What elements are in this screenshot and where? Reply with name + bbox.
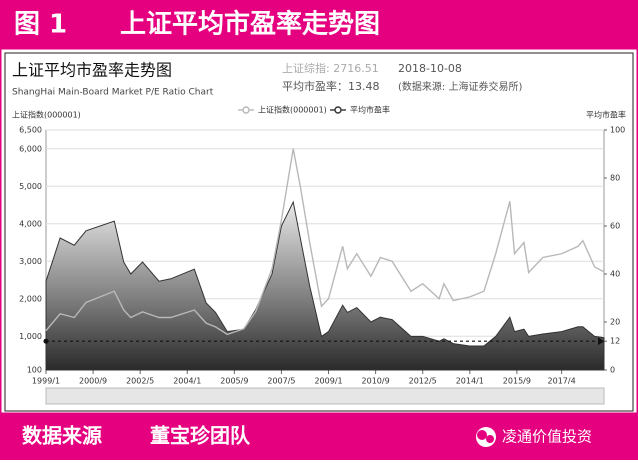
wechat-icon-part	[486, 435, 494, 443]
y-tick-label: 6,500	[19, 126, 42, 135]
x-tick-label: 2000/9	[79, 377, 107, 386]
x-tick-label: 2005/9	[220, 377, 248, 386]
footer-team: 董宝珍团队	[150, 424, 251, 448]
info-pe: 平均市盈率：13.48	[282, 79, 380, 93]
x-tick-label: 2012/5	[409, 377, 437, 386]
x-tick-label: 2002/5	[126, 377, 154, 386]
legend-label: 平均市盈率	[350, 105, 390, 115]
y2-tick-label: 100	[610, 126, 625, 135]
y-tick-label: 4,000	[19, 219, 42, 228]
y2-tick-label: 60	[610, 222, 620, 231]
header-bar	[0, 0, 638, 48]
header-label: 图 1	[14, 10, 67, 40]
x-tick-label: 2010/9	[362, 377, 390, 386]
y2-tick-label: 0	[610, 366, 615, 375]
chart-subtitle: ShangHai Main-Board Market P/E Ratio Cha…	[12, 88, 214, 98]
chart-title: 上证平均市盈率走势图	[12, 61, 172, 80]
navigator	[45, 387, 605, 405]
header-title: 上证平均市盈率走势图	[120, 9, 380, 40]
footer-account: 凌通价值投资	[502, 428, 592, 446]
x-tick-label: 2009/1	[314, 377, 342, 386]
reference-dot	[43, 338, 49, 344]
reference-arrow	[598, 337, 604, 346]
y-tick-label: 3,000	[19, 257, 42, 266]
legend-marker	[334, 106, 342, 114]
y2-tick-label: 80	[610, 174, 620, 183]
legend-marker	[242, 106, 250, 114]
y2-tick-label: 12	[610, 337, 620, 346]
legend-label: 上证指数(000001)	[258, 105, 327, 115]
info-date: 2018-10-08	[398, 62, 462, 75]
y-tick-label: 100	[27, 366, 42, 375]
y-tick-label: 1,000	[19, 332, 42, 341]
x-tick-label: 2017/4	[548, 377, 576, 386]
y-tick-label: 5,000	[19, 182, 42, 191]
x-tick-label: 2007/5	[267, 377, 295, 386]
x-tick-label: 2014/1	[456, 377, 484, 386]
index-line	[45, 148, 605, 336]
info-index: 上证综指: 2716.51	[282, 61, 379, 75]
y2-tick-label: 20	[610, 318, 620, 327]
y2-axis-label: 平均市盈率	[586, 110, 626, 120]
wechat-icon-part	[477, 430, 487, 440]
pe-area	[45, 200, 605, 371]
y-tick-label: 6,000	[19, 144, 42, 153]
footer-bar	[0, 414, 638, 460]
x-tick-label: 2015/9	[503, 377, 531, 386]
footer-source: 数据来源	[22, 424, 102, 448]
y2-tick-label: 40	[610, 270, 620, 279]
y-axis-label: 上证指数(000001)	[12, 110, 81, 120]
x-tick-label: 2004/1	[173, 377, 201, 386]
info-source: (数据来源: 上海证券交易所)	[398, 80, 522, 93]
y-tick-label: 2,000	[19, 294, 42, 303]
x-tick-label: 1999/1	[32, 377, 60, 386]
